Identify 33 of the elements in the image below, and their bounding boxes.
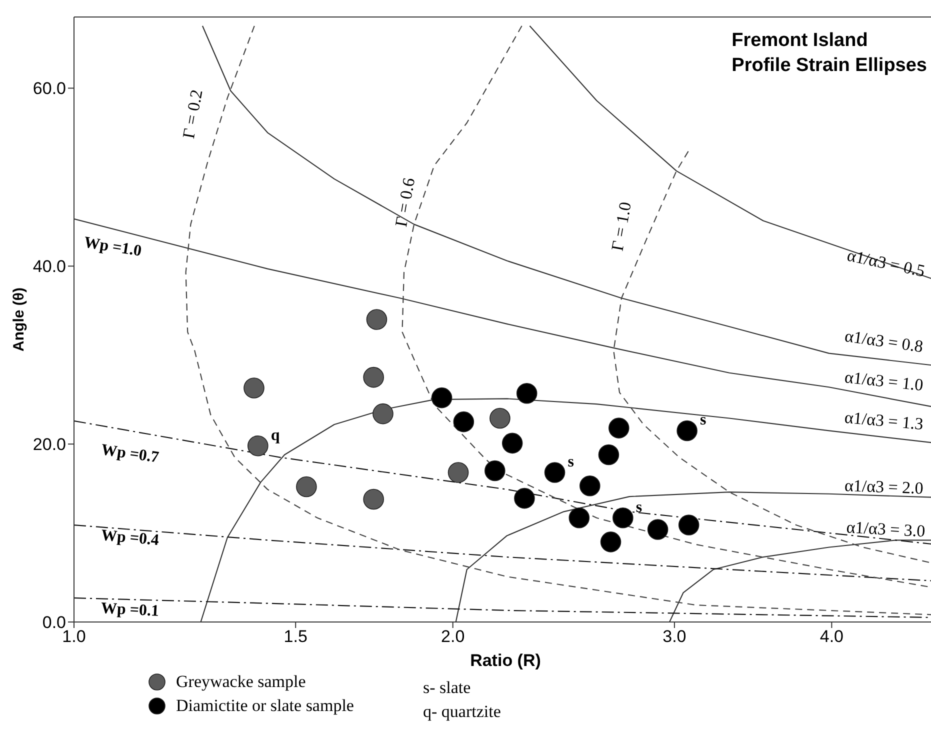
annotation: Wp =1.0 xyxy=(82,234,143,261)
text: Γ = 1.0 xyxy=(608,200,636,252)
text: α1/α3 = 0.5 xyxy=(845,246,927,281)
x-tick-label: 1.0 xyxy=(62,627,86,646)
x-tick-label: 1.5 xyxy=(284,627,308,646)
x-tick-label: 3.0 xyxy=(662,627,686,646)
series-label: α1/α3 = 2.0 xyxy=(844,476,924,498)
text: q- quartzite xyxy=(423,702,501,722)
series-label: Wp =0.1 xyxy=(100,600,160,620)
text: α1/α3 = 1.0 xyxy=(844,368,924,395)
data-label: q xyxy=(270,426,280,444)
data-label: s xyxy=(700,412,706,429)
legend-label: Diamictite or slate sample xyxy=(176,696,354,716)
text: Fremont Island xyxy=(732,29,869,53)
text: s- slate xyxy=(423,678,471,698)
text: Γ = 0.6 xyxy=(391,176,419,228)
x-axis-title: Ratio (R) xyxy=(470,651,541,670)
text: Wp =0.7 xyxy=(100,441,160,466)
text: α1/α3 = 0.8 xyxy=(844,326,924,356)
x-tick-label: 2.0 xyxy=(441,627,465,646)
series-label: α1/α3 = 1.3 xyxy=(844,408,924,434)
y-tick-label: 40.0 xyxy=(32,257,66,276)
data-label: s xyxy=(568,454,574,471)
y-tick-label: 20.0 xyxy=(32,435,66,454)
series-label: α1/α3 = 3.0 xyxy=(846,518,926,541)
y-axis-title: Angle (θ) xyxy=(10,288,28,352)
y-tick-label: 60.0 xyxy=(32,79,66,98)
text: Γ = 0.2 xyxy=(179,88,206,140)
series-label: Wp =0.4 xyxy=(100,527,160,550)
text: Profile Strain Ellipses xyxy=(732,54,927,78)
data-label: s xyxy=(636,498,642,516)
legend-label: Greywacke sample xyxy=(176,672,306,692)
x-tick-label: 4.0 xyxy=(820,627,844,646)
